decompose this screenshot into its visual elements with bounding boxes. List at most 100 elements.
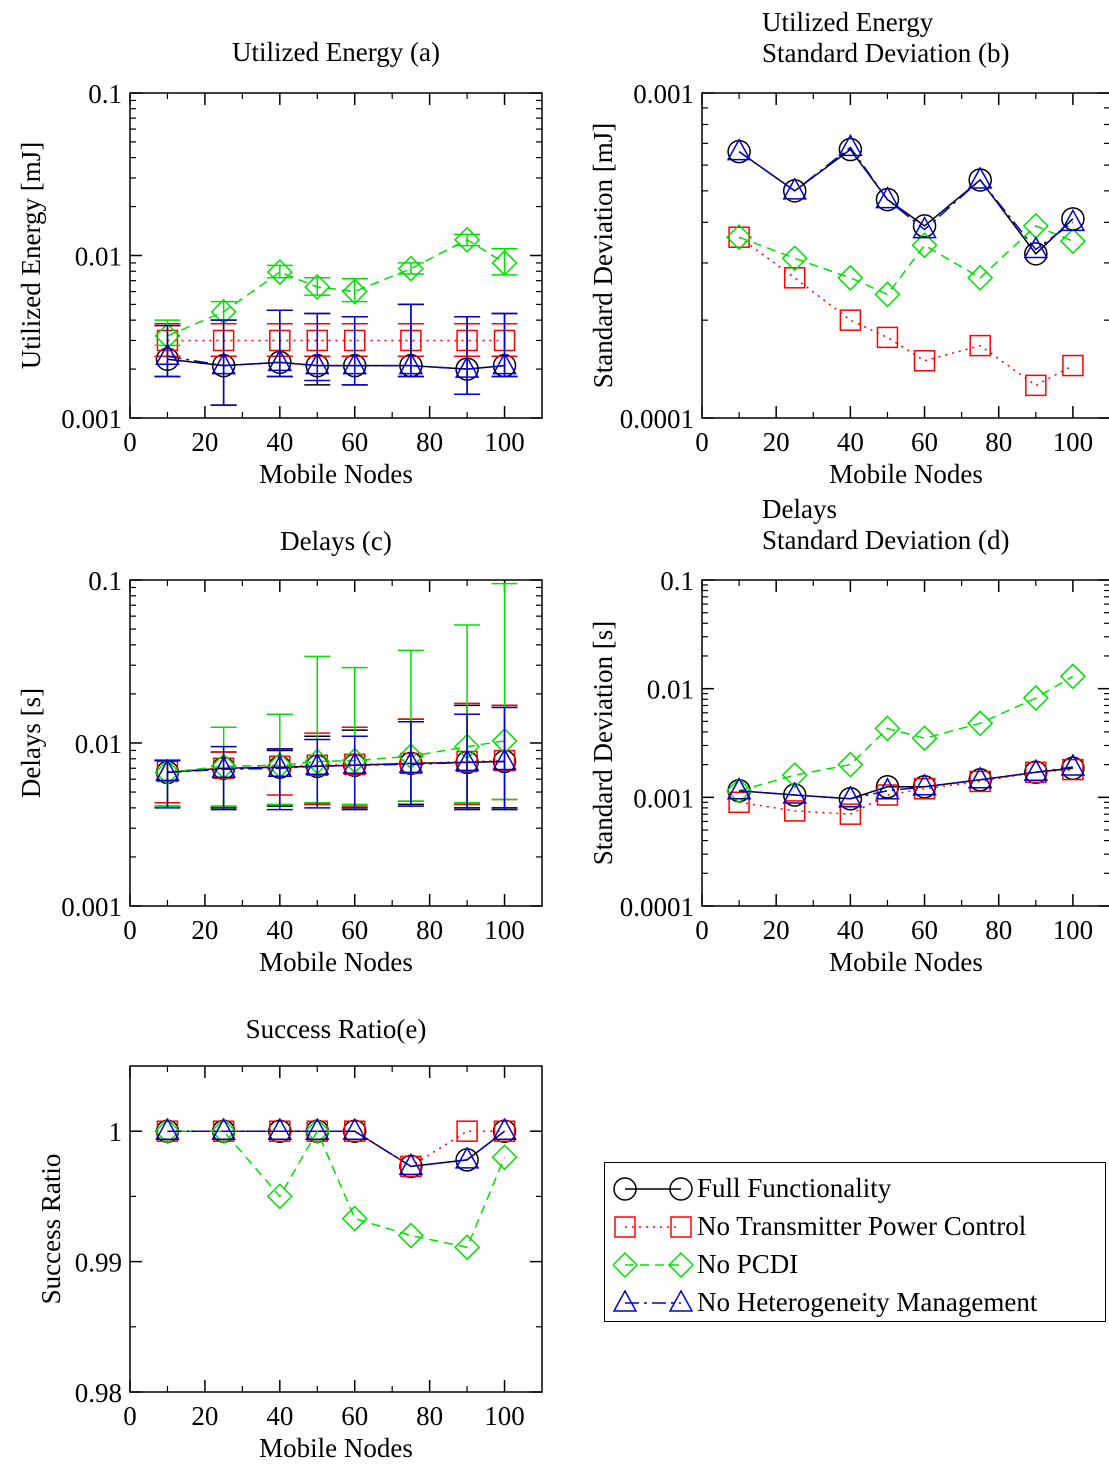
data-point: [267, 1117, 293, 1140]
data-point: [492, 747, 517, 771]
y-tick-label-e: 1: [109, 1117, 123, 1147]
series-no-hm-b: [726, 133, 1086, 259]
x-tick-label-b: 0: [695, 427, 709, 457]
data-point: [267, 348, 293, 372]
data-point: [266, 259, 293, 286]
data-point: [210, 1118, 237, 1145]
x-axis-label-a: Mobile Nodes: [259, 459, 413, 489]
series-line: [738, 225, 1074, 296]
data-point: [967, 710, 994, 737]
x-tick-label-c: 0: [123, 915, 137, 945]
series-line: [167, 238, 505, 337]
legend-item-no-hm: No Heterogeneity Management: [605, 1285, 1105, 1319]
chart-title-e: Success Ratio(e): [246, 1014, 427, 1044]
x-tick-label-c: 60: [341, 915, 368, 945]
legend-marker: [613, 1177, 637, 1201]
legend-label-full: Full Functionality: [697, 1173, 892, 1203]
error-bar: [154, 324, 181, 378]
chart-a: Utilized Energy (a) 0 20 40 60 80 100 0.001 0.01…: [16, 37, 543, 489]
series-line: [167, 759, 505, 773]
data-point: [782, 781, 807, 804]
chart-title-b-1: Utilized Energy: [762, 7, 934, 37]
x-tick-label-e: 0: [123, 1401, 137, 1431]
data-point: [267, 754, 293, 777]
data-point: [341, 1205, 368, 1232]
data-point: [398, 1152, 424, 1176]
legend-marker: [668, 1289, 693, 1312]
data-point: [211, 352, 236, 375]
data-point: [783, 267, 806, 289]
x-tick-label-c: 80: [416, 915, 443, 945]
data-point: [726, 138, 752, 161]
data-point: [341, 278, 368, 305]
y-axis-label-c: Delays [s]: [16, 688, 46, 798]
y-tick-label-d: 0.1: [660, 566, 694, 596]
series-line: [167, 355, 505, 370]
series-no-hm-d: [726, 753, 1086, 808]
x-tick-label-c: 100: [484, 915, 525, 945]
data-point: [154, 1118, 181, 1145]
plot-frame-c: [129, 579, 543, 907]
y-tick-label-c: 0.1: [88, 566, 122, 596]
data-point: [967, 166, 993, 189]
series-line: [167, 760, 505, 774]
data-point: [912, 773, 937, 796]
data-point: [1059, 228, 1086, 255]
data-point: [876, 784, 899, 806]
series-no-pcdi-e: [154, 1118, 518, 1261]
legend-item-full: Full Functionality: [605, 1171, 1105, 1205]
legend-item-no-tpc: No Transmitter Power Control: [605, 1209, 1105, 1243]
x-tick-label-e: 60: [341, 1401, 368, 1431]
y-axis-label-a: Utilized Energy [mJ]: [16, 142, 46, 369]
plot-frame-b: [701, 92, 1109, 419]
data-point: [838, 137, 863, 162]
data-point: [876, 326, 899, 349]
data-point: [266, 1183, 293, 1210]
error-bar: [491, 706, 518, 811]
legend-label-no-hm: No Heterogeneity Management: [697, 1287, 1038, 1317]
series-no-hm-c: [154, 706, 518, 811]
data-point: [1025, 761, 1047, 784]
data-point: [491, 249, 518, 276]
data-point: [1062, 354, 1084, 377]
data-point: [728, 791, 750, 814]
data-point: [837, 264, 864, 291]
data-point: [967, 766, 993, 789]
data-point: [343, 1120, 366, 1142]
data-point: [875, 186, 900, 209]
data-point: [211, 1117, 236, 1140]
chart-title-a: Utilized Energy (a): [232, 37, 440, 67]
data-point: [454, 1234, 481, 1261]
y-tick-label-a: 0.01: [75, 242, 122, 272]
x-tick-label-d: 60: [911, 915, 938, 945]
series-line: [739, 766, 1074, 800]
y-axis-label-e: Success Ratio: [36, 1154, 66, 1305]
data-point: [304, 273, 331, 301]
data-point: [456, 1120, 478, 1142]
data-point: [837, 751, 864, 778]
legend-swatch-no-tpc: [614, 1216, 692, 1238]
data-point: [397, 1222, 424, 1249]
data-point: [969, 334, 991, 357]
data-point: [726, 777, 753, 804]
data-point: [155, 342, 180, 365]
data-point: [398, 352, 424, 375]
series-line: [167, 1130, 506, 1168]
data-point: [491, 1144, 518, 1171]
x-tick-label-d: 0: [695, 915, 709, 945]
data-point: [211, 755, 236, 779]
legend-marker: [667, 1251, 693, 1279]
chart-title-c: Delays (c): [280, 526, 392, 556]
data-point: [838, 133, 863, 157]
data-point: [875, 777, 900, 800]
data-point: [913, 350, 936, 372]
chart-title-b-2: Standard Deviation (b): [762, 38, 1009, 68]
x-tick-label-d: 20: [763, 915, 790, 945]
data-point: [911, 232, 938, 259]
series-no-pcdi-d: [726, 663, 1086, 804]
error-bar: [397, 262, 424, 275]
x-tick-label-a: 20: [191, 427, 218, 457]
x-tick-label-e: 20: [191, 1401, 218, 1431]
series-full-a: [154, 303, 518, 406]
data-point: [342, 1117, 367, 1140]
